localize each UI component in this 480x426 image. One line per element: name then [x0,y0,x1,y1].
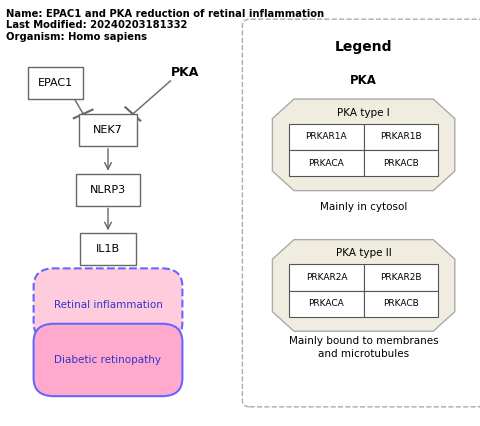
FancyBboxPatch shape [364,150,438,176]
Text: PRKACB: PRKACB [383,158,419,168]
FancyBboxPatch shape [79,114,137,146]
Text: PRKAR2A: PRKAR2A [306,273,347,282]
Text: Retinal inflammation: Retinal inflammation [54,299,162,310]
Polygon shape [273,239,455,331]
FancyBboxPatch shape [289,291,364,317]
Text: NLRP3: NLRP3 [90,184,126,195]
Text: EPAC1: EPAC1 [37,78,73,88]
FancyBboxPatch shape [364,264,438,291]
FancyBboxPatch shape [76,174,140,205]
Text: Legend: Legend [335,40,392,54]
Text: Name: EPAC1 and PKA reduction of retinal inflammation: Name: EPAC1 and PKA reduction of retinal… [6,9,324,18]
Text: Mainly in cytosol: Mainly in cytosol [320,202,408,212]
Text: NEK7: NEK7 [93,125,123,135]
Text: PRKACB: PRKACB [383,299,419,308]
FancyBboxPatch shape [364,124,438,150]
Text: PKA type I: PKA type I [337,108,390,118]
Text: Mainly bound to membranes
and microtubules: Mainly bound to membranes and microtubul… [289,336,438,359]
FancyBboxPatch shape [34,268,182,341]
Text: Diabetic retinopathy: Diabetic retinopathy [55,355,161,365]
Text: PRKAR1A: PRKAR1A [306,132,347,141]
FancyBboxPatch shape [364,291,438,317]
Text: PKA type II: PKA type II [336,248,392,258]
FancyBboxPatch shape [242,19,480,407]
FancyBboxPatch shape [289,124,364,150]
Text: PRKACA: PRKACA [309,158,344,168]
Text: PRKACA: PRKACA [309,299,344,308]
FancyBboxPatch shape [28,67,83,99]
Text: PRKAR2B: PRKAR2B [380,273,421,282]
Text: PKA: PKA [170,66,199,79]
Text: PKA: PKA [350,75,377,87]
FancyBboxPatch shape [289,264,364,291]
Text: Organism: Homo sapiens: Organism: Homo sapiens [6,32,147,42]
FancyBboxPatch shape [81,233,136,265]
FancyBboxPatch shape [34,324,182,396]
FancyBboxPatch shape [289,150,364,176]
Text: PRKAR1B: PRKAR1B [380,132,421,141]
Text: Last Modified: 20240203181332: Last Modified: 20240203181332 [6,20,187,30]
Text: IL1B: IL1B [96,244,120,254]
Polygon shape [273,99,455,191]
